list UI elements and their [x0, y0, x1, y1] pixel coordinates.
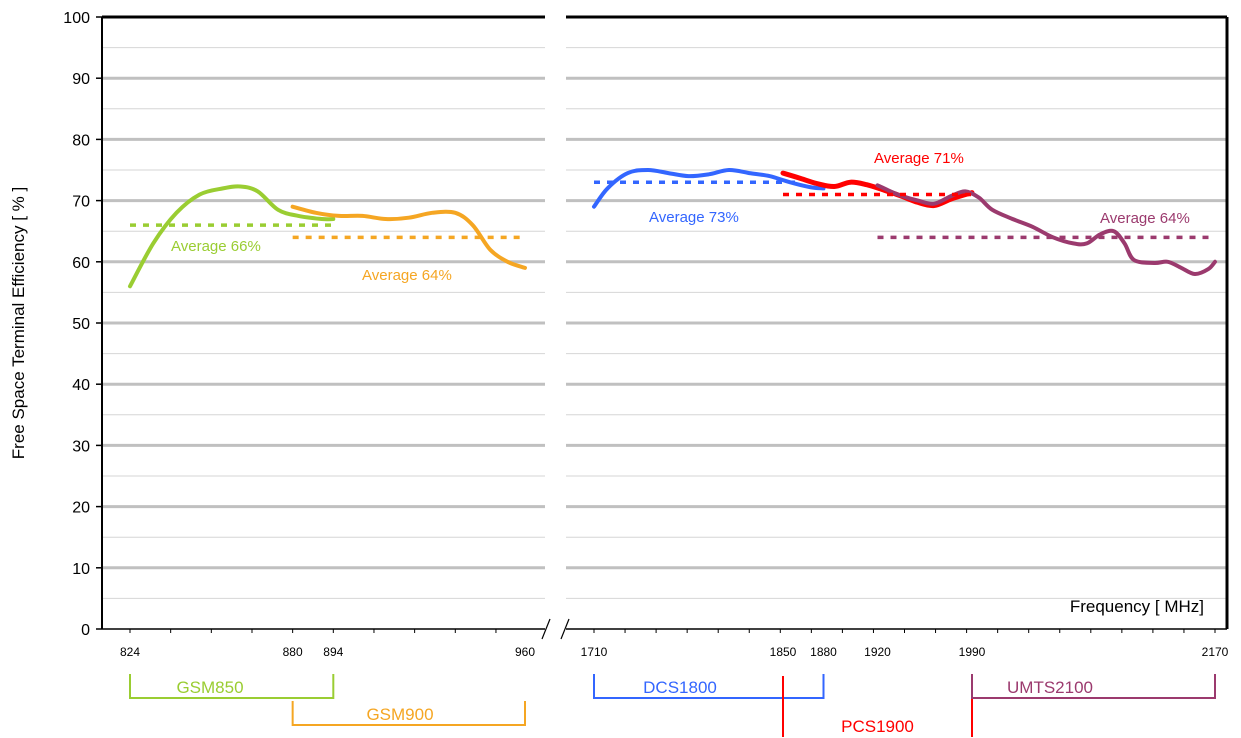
- band-bracket-umts2100: [971, 674, 1216, 699]
- x-tick-label: 1880: [810, 645, 837, 659]
- x-tick-label: 2170: [1202, 645, 1229, 659]
- x-tick-label: 1850: [770, 645, 797, 659]
- band-label-gsm900: GSM900: [366, 705, 433, 724]
- average-lines: [130, 180, 1215, 240]
- band-bracket-gsm850: [129, 674, 335, 699]
- x-tick-label: 1990: [959, 645, 986, 659]
- average-labels: Average 66% Average 64% Average 73% Average…: [171, 150, 1190, 284]
- y-tick-label: 90: [72, 71, 90, 88]
- y-tick-label: 60: [72, 255, 90, 272]
- x-tick-label: 960: [515, 645, 535, 659]
- axis-break-mark: [560, 618, 570, 640]
- series-line-gsm850: [128, 184, 336, 289]
- series-group: [128, 167, 1217, 289]
- x-tick-label: 824: [120, 645, 140, 659]
- y-axis-label: Free Space Terminal Efficiency [ % ]: [9, 187, 28, 459]
- x-tick-label: 880: [283, 645, 303, 659]
- frequency-bands: GSM850 GSM900 DCS1800 PCS1900 UMTS2100: [129, 674, 1216, 737]
- y-tick-label: 70: [72, 194, 90, 211]
- axes: 0 10 20 30 40 50 60 70 80 90 100 824 880 894 960 1710 18…: [63, 10, 1228, 659]
- average-label-umts2100: Average 64%: [1100, 210, 1190, 227]
- band-label-pcs1900: PCS1900: [841, 717, 914, 736]
- average-label-dcs1800: Average 73%: [649, 209, 739, 226]
- band-label-dcs1800: DCS1800: [643, 678, 717, 697]
- y-tick-label: 30: [72, 438, 90, 455]
- grid-lines: [102, 47, 1227, 599]
- band-label-gsm850: GSM850: [176, 678, 243, 697]
- y-tick-label: 0: [81, 622, 90, 639]
- x-tick-label: 894: [323, 645, 343, 659]
- series-line-umts2100: [875, 183, 1217, 276]
- y-tick-label: 40: [72, 377, 90, 394]
- band-bracket-gsm900: [291, 701, 526, 726]
- y-tick-label: 80: [72, 132, 90, 149]
- y-tick-label: 10: [72, 561, 90, 578]
- y-tick-label: 20: [72, 500, 90, 517]
- axis-break-mark: [541, 618, 551, 640]
- x-tick-label: 1710: [581, 645, 608, 659]
- average-label-gsm850: Average 66%: [171, 238, 261, 255]
- series-line-gsm900: [290, 204, 527, 270]
- y-tick-label: 50: [72, 316, 90, 333]
- average-label-gsm900: Average 64%: [362, 267, 452, 284]
- average-label-pcs1900: Average 71%: [874, 150, 964, 167]
- band-label-umts2100: UMTS2100: [1007, 678, 1093, 697]
- x-tick-label: 1920: [864, 645, 891, 659]
- band-bracket-dcs1800: [593, 674, 825, 699]
- x-axis-label: Frequency [ MHz]: [1070, 597, 1204, 616]
- y-tick-label: 100: [63, 10, 90, 27]
